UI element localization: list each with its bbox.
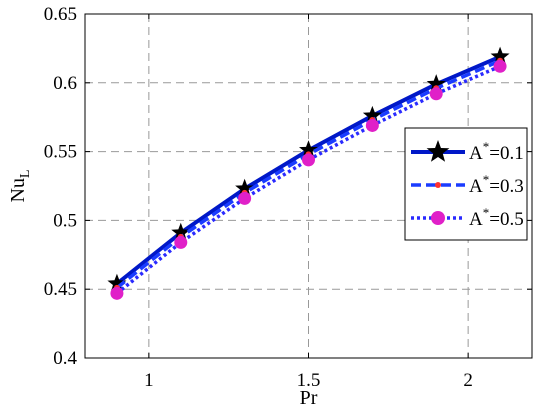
legend-item: A*=0.1	[411, 139, 524, 164]
legend-label: A*=0.5	[469, 205, 524, 230]
series-group	[107, 46, 510, 300]
star-marker	[298, 140, 319, 159]
legend-label-base: A	[469, 209, 483, 230]
y-axis-label-subscript: L	[18, 169, 33, 178]
star-marker	[107, 273, 127, 292]
star-marker	[426, 140, 450, 162]
circle-marker	[431, 211, 445, 225]
x-tick-label: 1.5	[297, 370, 321, 391]
legend-box	[404, 127, 528, 241]
legend-label-base: A	[469, 176, 483, 197]
circle-marker	[174, 235, 188, 249]
axis-ticks: 1 1.5 2 0.4 0.45 0.5 0.55 0.6 0.65	[44, 4, 532, 391]
legend-label: A*=0.3	[469, 172, 524, 197]
legend-item: A*=0.5	[411, 205, 524, 230]
x-tick-label: 1	[144, 370, 154, 391]
series-3	[110, 59, 507, 300]
y-tick-label: 0.4	[53, 348, 77, 369]
legend-label-superscript: *	[483, 139, 490, 154]
y-tick-label: 0.6	[53, 73, 77, 94]
legend-label-value: =0.1	[489, 143, 523, 164]
circle-marker	[302, 153, 315, 167]
legend: A*=0.1A*=0.3A*=0.5	[404, 127, 528, 241]
y-tick-label: 0.5	[53, 210, 77, 231]
legend-label-value: =0.5	[489, 209, 523, 230]
star-marker	[490, 46, 510, 65]
star-marker	[362, 105, 382, 124]
x-tick-label: 2	[463, 370, 473, 391]
star-marker	[171, 222, 191, 241]
star-marker	[426, 74, 446, 93]
y-tick-label: 0.45	[44, 279, 77, 300]
circle-marker	[429, 87, 443, 101]
legend-label-value: =0.3	[489, 176, 523, 197]
x-axis-label: Pr	[300, 387, 318, 409]
legend-label-base: A	[469, 143, 483, 164]
legend-label-superscript: *	[483, 172, 490, 187]
legend-label: A*=0.1	[469, 139, 524, 164]
y-axis-label: NuL	[7, 169, 33, 202]
y-tick-label: 0.55	[44, 142, 77, 163]
star-marker	[235, 178, 255, 197]
y-axis-label-main: Nu	[7, 178, 29, 202]
legend-item: A*=0.3	[411, 172, 524, 197]
circle-marker	[110, 286, 124, 300]
dot-marker	[435, 182, 441, 188]
y-tick-label: 0.65	[44, 4, 77, 25]
legend-label-superscript: *	[483, 205, 490, 220]
series-1	[107, 46, 510, 292]
circle-marker	[493, 59, 507, 73]
circle-marker	[365, 118, 379, 132]
circle-marker	[238, 191, 252, 205]
